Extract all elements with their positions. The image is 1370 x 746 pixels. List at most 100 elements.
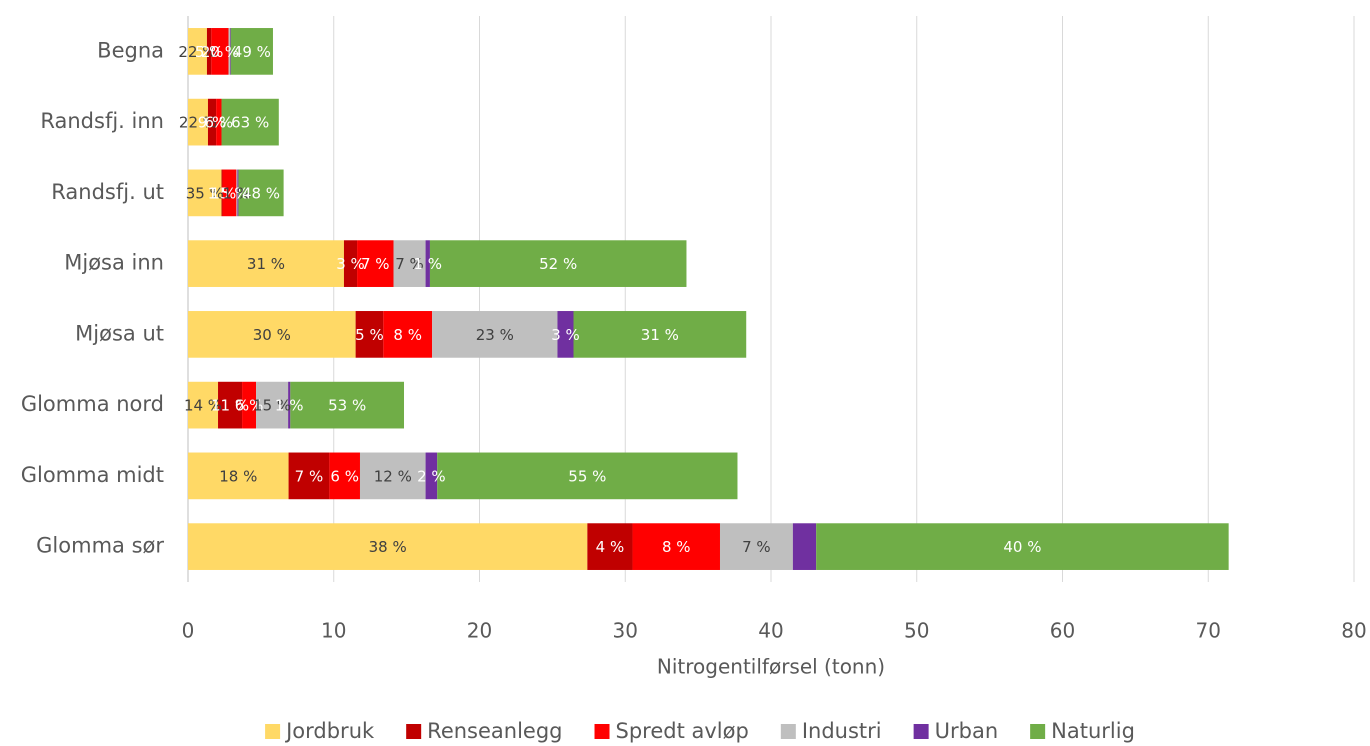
legend-item: Jordbruk (265, 719, 375, 743)
data-label: 1 % (275, 397, 304, 415)
bar-segment (238, 169, 284, 217)
bar-segment (221, 169, 223, 217)
data-label: 49 % (233, 43, 271, 61)
data-label: 30 % (253, 326, 291, 344)
bar-segment (211, 28, 229, 75)
x-axis-title: Nitrogentilførsel (tonn) (657, 655, 885, 679)
data-label: 4 % (596, 538, 625, 556)
bar-segment (393, 240, 426, 287)
legend-swatch (780, 724, 796, 739)
data-label: 1 % (413, 255, 442, 273)
y-tick-label: Glomma nord (21, 392, 164, 416)
bar-segment (359, 452, 426, 500)
y-tick-label: Mjøsa inn (64, 251, 164, 275)
y-tick-label: Randsfj. ut (51, 180, 164, 204)
data-label: 15 % (210, 184, 248, 202)
x-tick-label: 20 (467, 619, 492, 643)
bar-segment (230, 28, 273, 75)
bar-segment (216, 98, 222, 146)
data-label: 11 % (211, 397, 249, 415)
data-label: 35 % (186, 184, 224, 202)
data-label: 6 % (330, 467, 359, 485)
bar-segment (425, 240, 430, 287)
data-label: 1 % (223, 184, 252, 202)
data-label: 48 % (242, 184, 280, 202)
data-label: 3 % (336, 255, 365, 273)
bar-segment (206, 28, 212, 75)
x-tick-label: 40 (758, 619, 783, 643)
y-tick-label: Glomma sør (36, 534, 164, 558)
data-label: 9 % (198, 114, 227, 132)
y-tick-label: Begna (97, 38, 164, 62)
bar-segment (228, 28, 230, 75)
legend-item: Urban (913, 719, 999, 743)
bar-segment (719, 523, 793, 570)
data-label: 1 % (208, 184, 237, 202)
legend-label: Industri (802, 719, 882, 743)
x-tick-label: 50 (904, 619, 929, 643)
data-label: 53 % (328, 397, 366, 415)
legend-label: Urban (935, 719, 999, 743)
bar-segment (188, 311, 356, 358)
legend-swatch (913, 724, 929, 739)
data-label: 22 % (178, 43, 216, 61)
data-label: 6 % (235, 397, 264, 415)
bar-segment (357, 240, 394, 287)
legend-item: Naturlig (1030, 719, 1135, 743)
data-label: 22 % (179, 114, 217, 132)
y-tick-label: Glomma midt (21, 463, 164, 487)
data-label: 38 % (369, 538, 407, 556)
data-label: 7 % (395, 255, 424, 273)
data-label: 31 % (641, 326, 679, 344)
data-label: 52 % (539, 255, 577, 273)
data-label: 20 % (201, 43, 239, 61)
data-label: 14 % (184, 397, 222, 415)
data-label: 7 % (361, 255, 390, 273)
bar-segment (288, 381, 291, 429)
x-tick-label: 30 (613, 619, 638, 643)
bar-segment (207, 98, 217, 146)
data-label: 63 % (231, 114, 269, 132)
bar-segment (188, 28, 207, 75)
x-tick-label: 60 (1050, 619, 1075, 643)
legend-swatch (406, 724, 422, 739)
bar-segment (573, 311, 747, 358)
data-label: 15 % (253, 397, 291, 415)
bar-segment (237, 169, 239, 217)
bar-segment (355, 311, 384, 358)
bar-segment (188, 523, 588, 570)
data-label: 5 % (195, 43, 224, 61)
bar-segment (288, 452, 330, 500)
data-label: 12 % (374, 467, 412, 485)
data-label: 23 % (476, 326, 514, 344)
legend-swatch (594, 724, 610, 739)
data-label: 2 % (417, 467, 446, 485)
bar-segment (587, 523, 633, 570)
bar-segment (432, 311, 558, 358)
bar-segment (218, 381, 243, 429)
data-label: 55 % (568, 467, 606, 485)
data-label: 8 % (393, 326, 422, 344)
y-tick-label: Mjøsa ut (75, 321, 164, 345)
legend-item: Industri (780, 719, 882, 743)
bar-segment (229, 28, 231, 75)
bar-segment (221, 98, 279, 146)
grid (187, 16, 1355, 582)
data-label: 5 % (355, 326, 384, 344)
legend-swatch (265, 724, 281, 739)
data-label: 7 % (295, 467, 324, 485)
bar-segment (256, 381, 289, 429)
bar-segment (188, 240, 344, 287)
bar-segment (557, 311, 574, 358)
bar-segment (242, 381, 257, 429)
bar-segment (188, 169, 222, 217)
x-tick-label: 80 (1341, 619, 1366, 643)
data-label: 18 % (219, 467, 257, 485)
bar-segment (632, 523, 720, 570)
legend-item: Renseanlegg (406, 719, 563, 743)
x-tick-label: 70 (1196, 619, 1221, 643)
legend-swatch (1030, 724, 1046, 739)
y-tick-label: Randsfj. inn (40, 109, 164, 133)
